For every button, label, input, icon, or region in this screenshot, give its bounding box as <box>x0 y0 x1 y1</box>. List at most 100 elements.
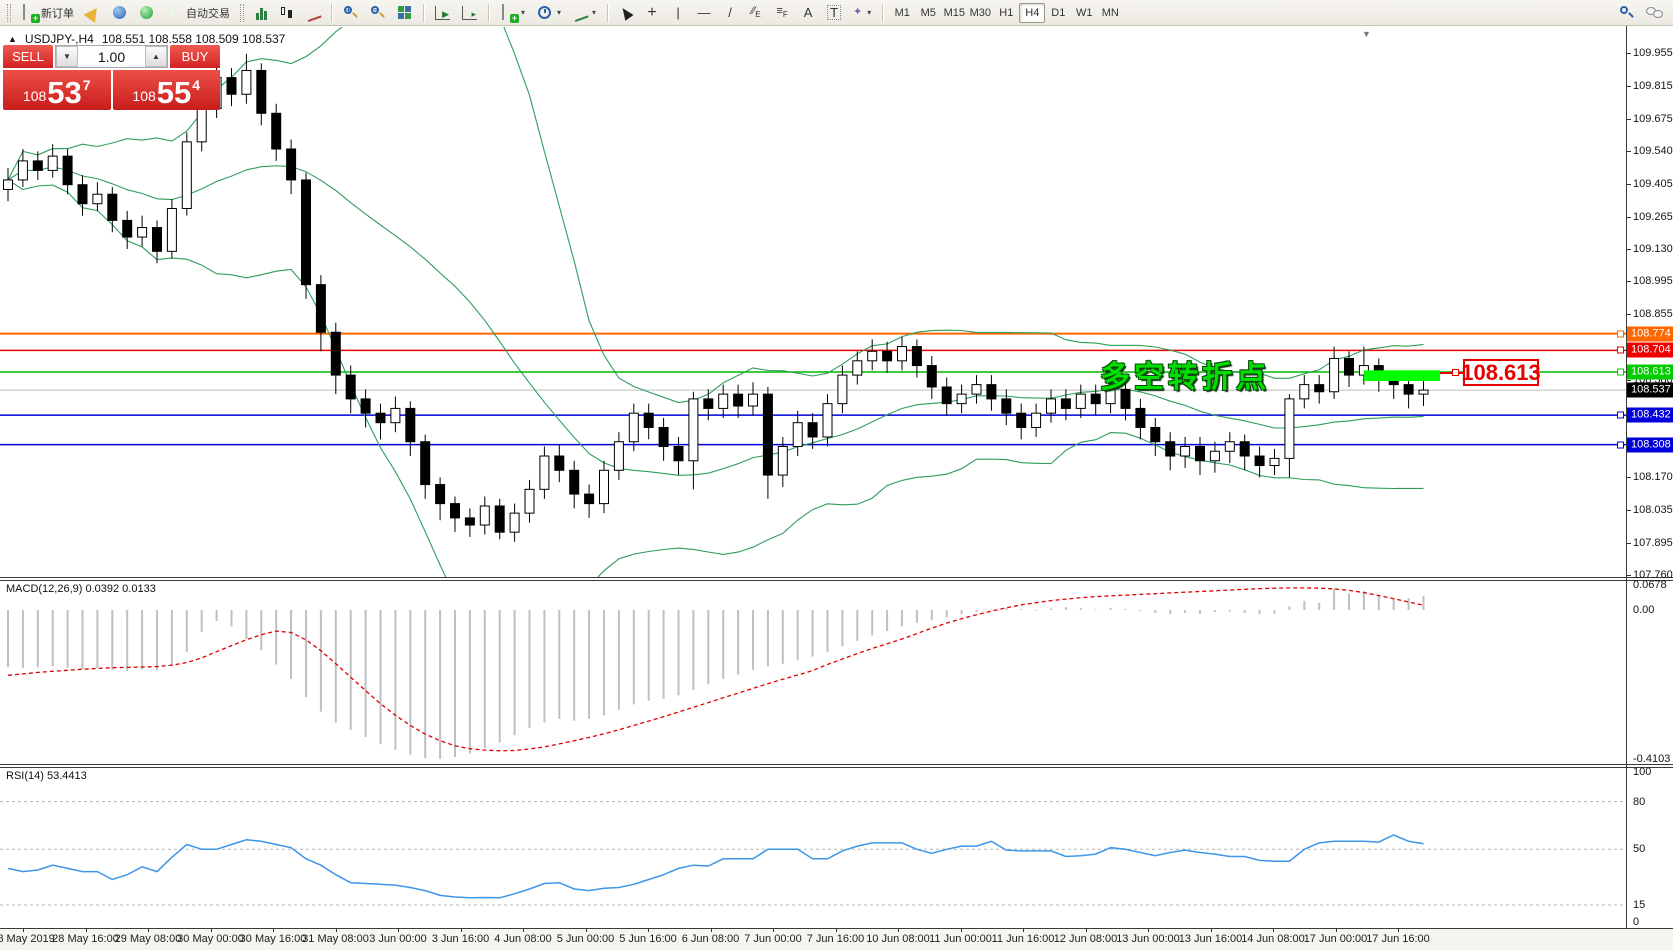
time-axis-label: 30 May 00:00 <box>177 933 244 945</box>
time-axis-tick <box>1023 929 1024 932</box>
line-end-marker[interactable] <box>1617 346 1624 354</box>
line-end-marker[interactable] <box>1617 368 1624 376</box>
clock-icon <box>538 6 552 19</box>
time-axis-label: 14 Jun 08:00 <box>1241 933 1305 945</box>
price-tag-connector-line <box>1440 372 1463 374</box>
indicators-button[interactable]: + ▾ <box>495 2 530 24</box>
timeframe-w1-button[interactable]: W1 <box>1076 6 1093 19</box>
macd-pane-separator[interactable] <box>0 577 1673 581</box>
bar-chart-button[interactable] <box>249 2 273 24</box>
chat-button[interactable] <box>1641 2 1669 24</box>
text-label-tool-button[interactable]: T <box>822 2 846 24</box>
price-tag-connector-square[interactable] <box>1452 369 1459 376</box>
text-label-icon: T <box>827 5 842 20</box>
price-level-badge: 108.704 <box>1627 342 1673 358</box>
cursor-tool-button[interactable] <box>614 2 638 24</box>
sell-button[interactable]: SELL <box>3 45 53 68</box>
timeframe-d1-button[interactable]: D1 <box>1051 6 1066 19</box>
volume-decrease-button[interactable]: ▼ <box>56 46 78 67</box>
crosshair-tool-button[interactable]: + <box>640 2 664 24</box>
chart-shift-button[interactable]: ▸ <box>457 2 482 24</box>
auto-trading-button[interactable]: 自动交易 <box>161 2 235 24</box>
price-axis-label: 107.895 <box>1633 537 1673 549</box>
price-axis-tick <box>1627 217 1631 218</box>
price-tag-108613[interactable]: 108.613 <box>1461 359 1541 386</box>
time-axis-tick <box>148 929 149 932</box>
rsi-pane-separator[interactable] <box>0 764 1673 768</box>
chart-canvas[interactable] <box>0 26 1673 950</box>
blue-globe-icon <box>113 6 126 19</box>
rsi-indicator-label: RSI(14) 53.4413 <box>6 770 87 782</box>
signal-icon <box>140 6 153 19</box>
zoom-in-button[interactable]: + <box>338 2 363 24</box>
rsi-axis-label: 50 <box>1633 843 1646 855</box>
auto-scroll-button[interactable]: ▶ <box>430 2 455 24</box>
timeframe-m30-button[interactable]: M30 <box>969 6 991 19</box>
text-tool-button[interactable]: A <box>796 2 820 24</box>
time-axis-label: 29 May 08:00 <box>114 933 182 945</box>
volume-input[interactable]: 1.00 <box>97 48 126 65</box>
zoom-out-button[interactable]: − <box>365 2 390 24</box>
price-axis-label: 109.815 <box>1633 80 1673 92</box>
fibonacci-tool-button[interactable]: ≡F <box>770 2 794 24</box>
time-axis-label: 13 Jun 00:00 <box>1116 933 1180 945</box>
line-end-marker[interactable] <box>1617 330 1624 338</box>
price-axis-tick <box>1627 53 1631 54</box>
vertical-line-tool-button[interactable]: | <box>666 2 690 24</box>
line-chart-button[interactable] <box>301 2 325 24</box>
price-axis-label: 108.035 <box>1633 504 1673 516</box>
horizontal-line-tool-button[interactable]: — <box>692 2 716 24</box>
buy-price-display[interactable]: 108 55 4 <box>112 70 220 110</box>
time-axis-label: 7 Jun 16:00 <box>806 933 865 945</box>
tile-windows-button[interactable] <box>392 2 417 24</box>
buy-button[interactable]: BUY <box>170 45 220 68</box>
time-axis-tick <box>1085 929 1087 932</box>
time-axis-label: 31 May 08:00 <box>302 933 369 945</box>
timeframe-h4-button[interactable]: H4 <box>1019 2 1046 23</box>
line-end-marker[interactable] <box>1617 411 1624 419</box>
chinese-annotation[interactable]: 多空转折点 <box>1100 361 1270 394</box>
symbol-period-label: USDJPY-,H4 <box>24 32 94 46</box>
chevron-down-icon: ▾ <box>557 8 562 17</box>
time-axis-label: 30 May 16:00 <box>239 933 307 945</box>
signals-button[interactable] <box>134 2 159 24</box>
sell-price-sup: 7 <box>82 77 91 93</box>
price-axis-label: 107.760 <box>1633 569 1673 581</box>
rsi-axis-label: 15 <box>1633 899 1646 911</box>
time-axis-tick <box>460 929 462 932</box>
timeframe-m1-button[interactable]: M1 <box>894 6 910 19</box>
sell-price-display[interactable]: 108 53 7 <box>3 70 111 110</box>
data-window-button[interactable] <box>107 2 132 24</box>
periods-button[interactable]: ▾ <box>532 2 566 24</box>
timeframe-m15-button[interactable]: M15 <box>943 6 965 19</box>
chart-area[interactable]: ▲ USDJPY-,H4 108.551 108.558 108.509 108… <box>0 26 1673 950</box>
vertical-line-icon: | <box>676 5 680 20</box>
price-axis-border <box>1626 26 1627 928</box>
market-watch-button[interactable] <box>81 2 105 24</box>
shapes-tool-button[interactable]: ✦ ▾ <box>848 2 876 24</box>
price-level-badge: 108.308 <box>1627 437 1673 453</box>
chart-shift-marker[interactable]: ▼ <box>1362 29 1371 39</box>
line-end-marker[interactable] <box>1617 441 1624 449</box>
search-button[interactable] <box>1614 2 1639 24</box>
volume-increase-button[interactable]: ▲ <box>145 46 167 67</box>
timeframe-mn-button[interactable]: MN <box>1101 6 1119 19</box>
timeframe-h1-button[interactable]: H1 <box>999 6 1014 19</box>
time-axis-label: 12 Jun 08:00 <box>1053 933 1118 945</box>
templates-button[interactable]: ▾ <box>568 2 601 24</box>
trendline-tool-button[interactable]: / <box>718 2 742 24</box>
macd-axis-label: 0.00 <box>1633 604 1655 616</box>
time-axis-label: 5 Jun 16:00 <box>619 933 677 945</box>
crosshair-icon: + <box>647 3 657 21</box>
channel-tool-button[interactable]: ∕∕E <box>744 2 768 24</box>
new-order-button[interactable]: + 新订单 <box>16 2 79 24</box>
time-axis-label: 11 Jun 16:00 <box>991 933 1055 945</box>
time-axis-tick <box>835 929 837 932</box>
candlestick-chart-button[interactable] <box>275 2 299 24</box>
time-axis-label: 3 Jun 16:00 <box>431 933 490 945</box>
timeframe-m5-button[interactable]: M5 <box>920 6 936 19</box>
toolbar-grip[interactable] <box>7 3 11 22</box>
price-axis-tick <box>1627 119 1631 120</box>
collapse-triangle-icon: ▲ <box>8 34 17 44</box>
